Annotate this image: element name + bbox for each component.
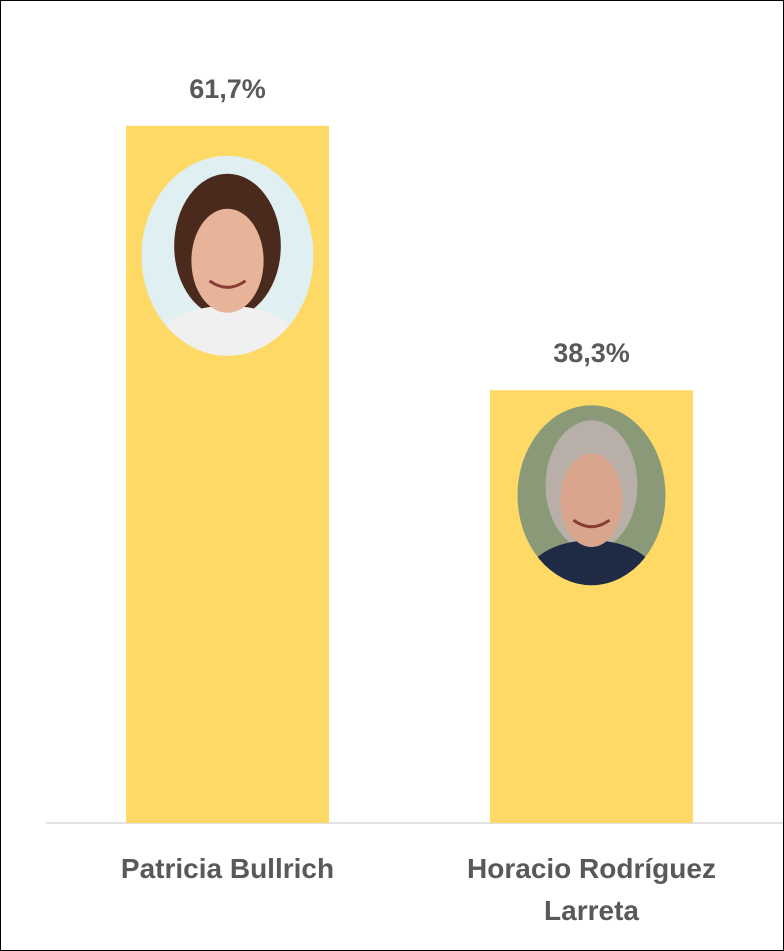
face [191, 208, 264, 313]
candidate-photo [141, 155, 314, 356]
x-tick-label: Patricia Bullrich [120, 853, 335, 884]
face [560, 453, 623, 548]
candidate-photo [517, 405, 666, 586]
smile [208, 279, 247, 289]
body [524, 540, 659, 586]
body [150, 305, 305, 356]
value-label: 61,7% [189, 74, 266, 104]
x-tick-label: Horacio Rodríguez Larreta [467, 853, 716, 926]
smile [572, 518, 611, 529]
value-label: 38,3% [553, 338, 630, 368]
